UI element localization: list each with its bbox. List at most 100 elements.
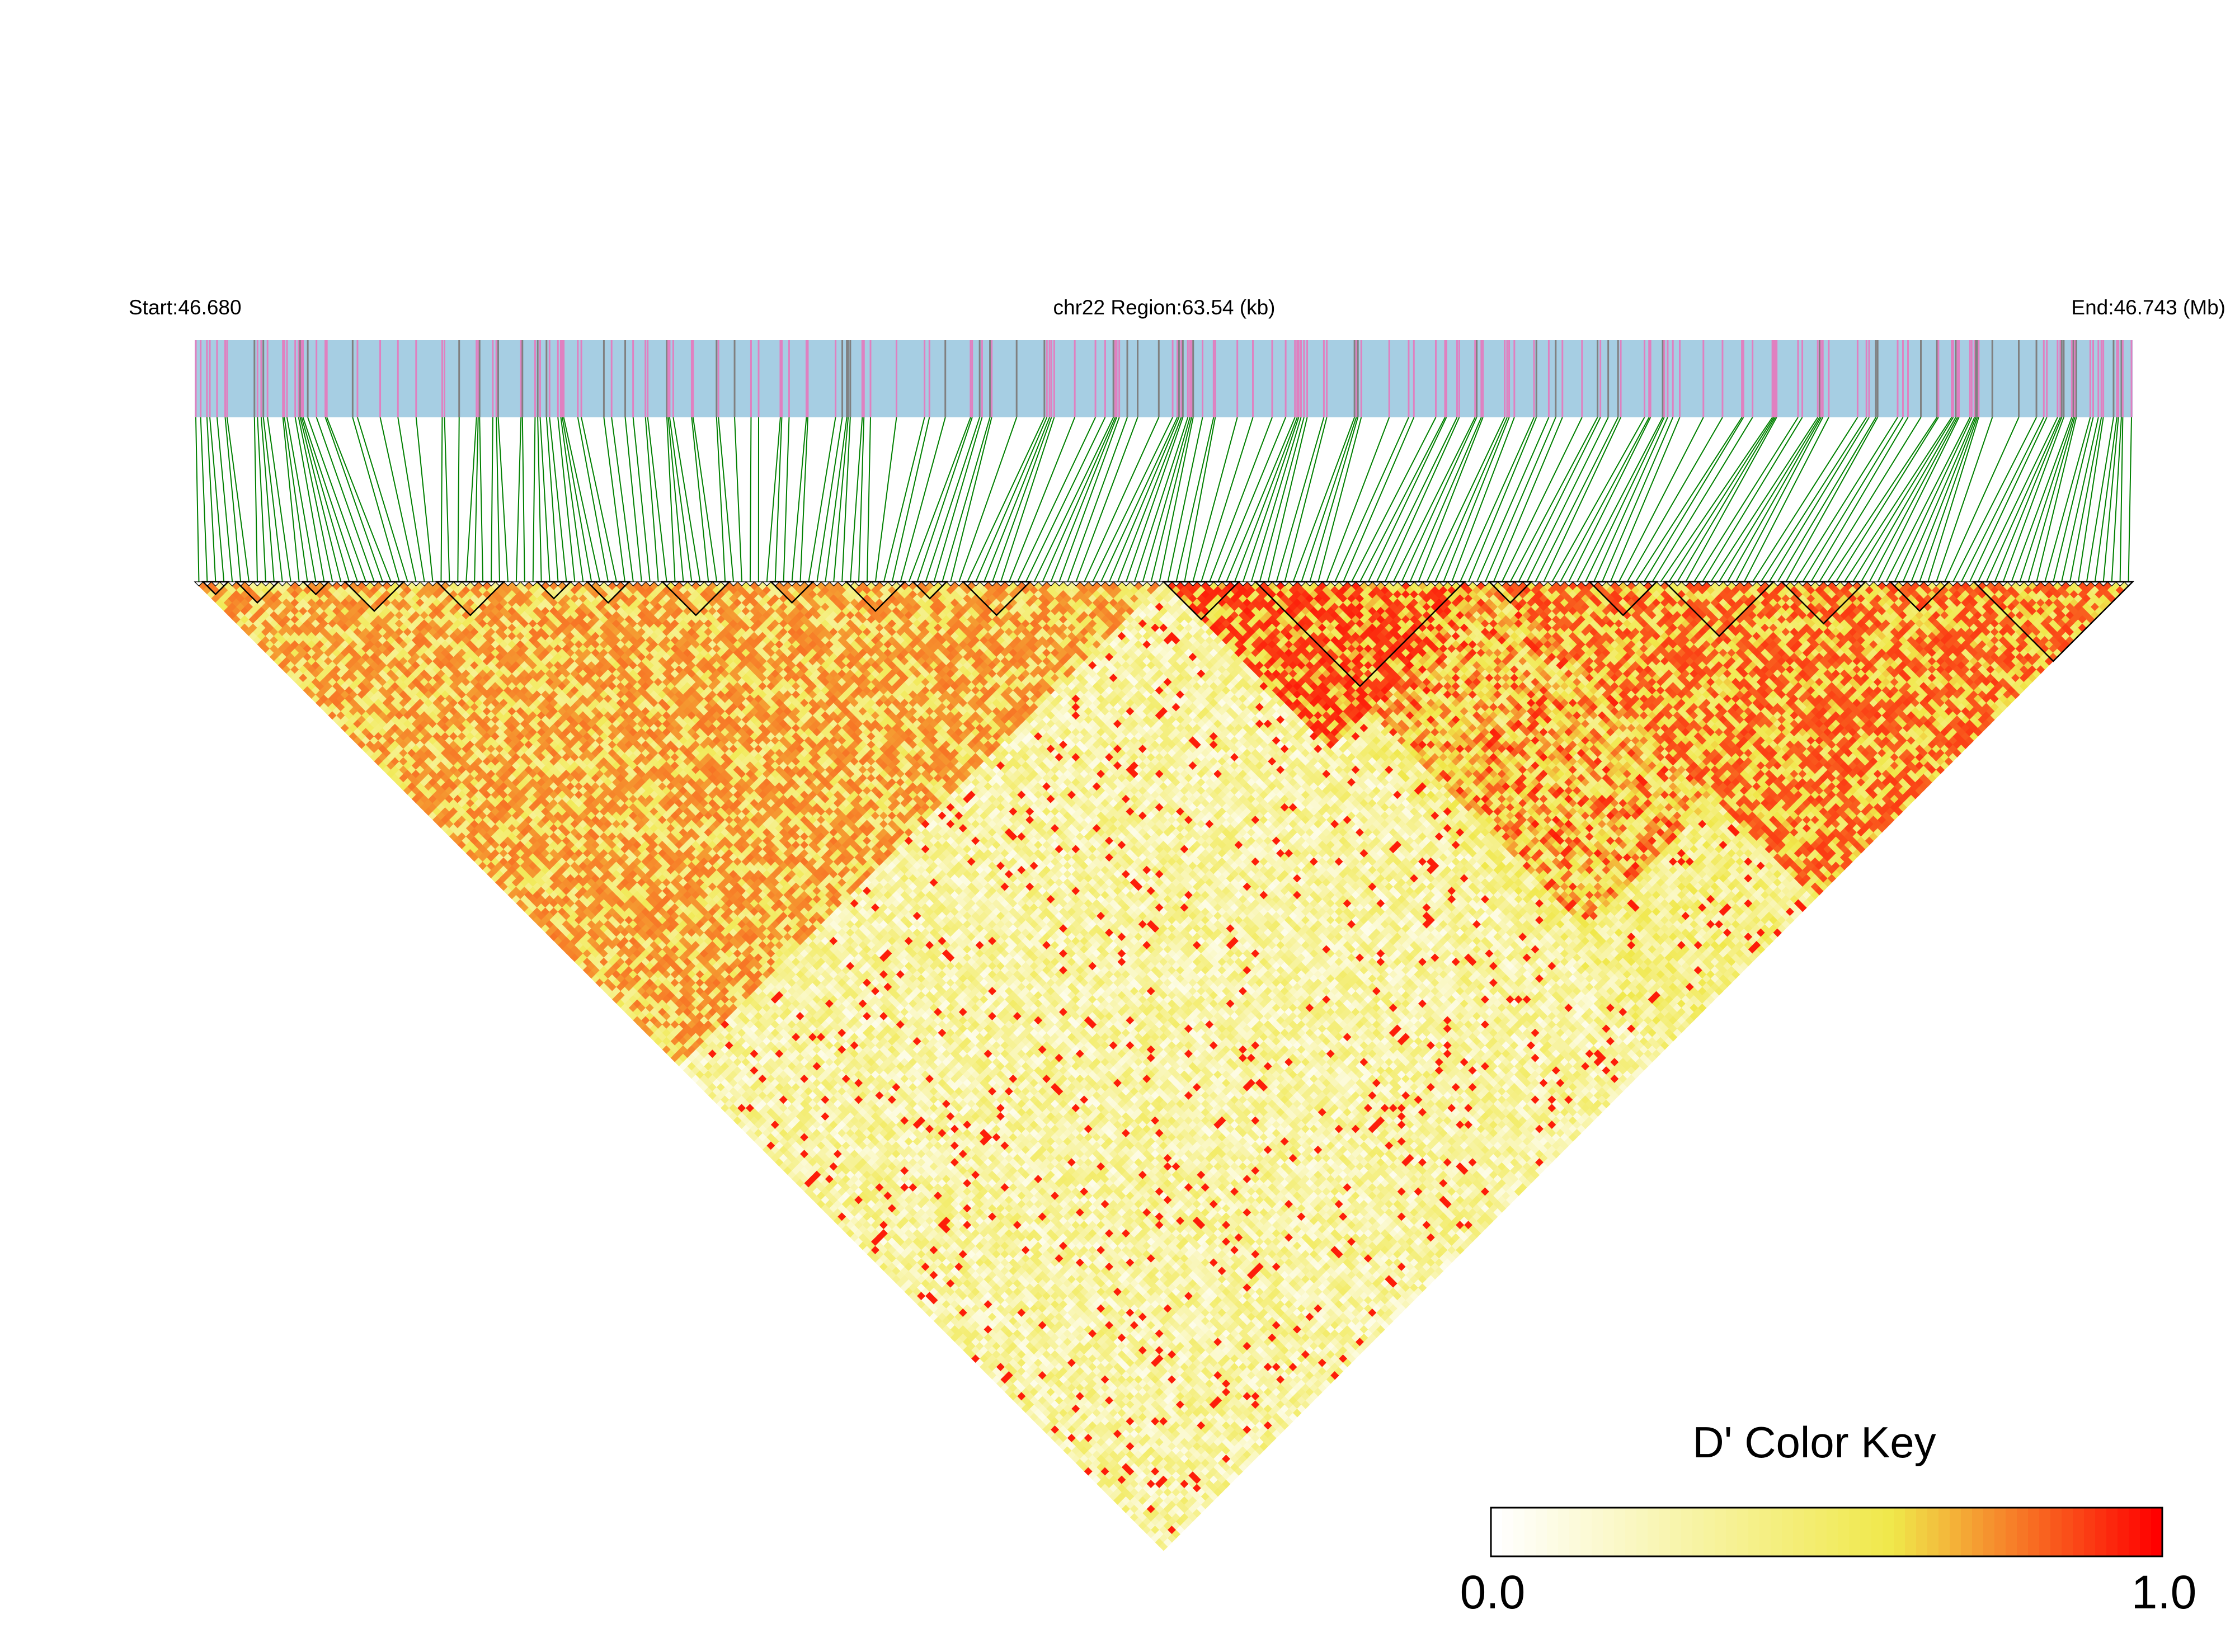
snp-connector bbox=[458, 417, 459, 582]
snp-connector bbox=[984, 417, 1050, 582]
snp-connector bbox=[1652, 417, 1752, 582]
snp-connector bbox=[1293, 417, 1354, 582]
snp-connector bbox=[648, 417, 667, 582]
snp-connector bbox=[1744, 417, 1829, 582]
end-label: End:46.743 (Mb) bbox=[2071, 296, 2225, 319]
snp-connector bbox=[1728, 417, 1821, 582]
snp-connector bbox=[1285, 417, 1327, 582]
snp-connector bbox=[352, 417, 399, 582]
snp-connector bbox=[1535, 417, 1618, 582]
snp-connector bbox=[1201, 417, 1253, 582]
snp-connector bbox=[850, 417, 862, 582]
snp-connector bbox=[207, 417, 215, 582]
snp-connector bbox=[1602, 417, 1673, 582]
snp-connector bbox=[1352, 417, 1436, 582]
snp-connector bbox=[808, 417, 835, 582]
snp-connector bbox=[1961, 417, 2044, 582]
snp-connector bbox=[1176, 417, 1213, 582]
snp-connector bbox=[196, 417, 199, 582]
snp-connector bbox=[1619, 417, 1704, 582]
snp-connector bbox=[1418, 417, 1483, 582]
snp-connector bbox=[255, 417, 257, 582]
snp-connector bbox=[1210, 417, 1272, 582]
snp-connector bbox=[1811, 417, 1908, 582]
snp-connector bbox=[416, 417, 433, 582]
snp-connector bbox=[1084, 417, 1159, 582]
snp-connector bbox=[498, 417, 508, 582]
snp-connector bbox=[444, 417, 449, 582]
snp-connector bbox=[1126, 417, 1183, 582]
snp-connector bbox=[1335, 417, 1409, 582]
snp-connector bbox=[901, 417, 945, 582]
snp-connector bbox=[892, 417, 930, 582]
snp-connector bbox=[578, 417, 608, 582]
snp-connector bbox=[934, 417, 982, 582]
snp-connector bbox=[201, 417, 208, 582]
snp-connector bbox=[1059, 417, 1119, 582]
snp-connector bbox=[1694, 417, 1798, 582]
snp-connector bbox=[300, 417, 341, 582]
snp-connector bbox=[735, 417, 742, 582]
snp-connector bbox=[876, 417, 897, 582]
snp-connector bbox=[261, 417, 274, 582]
snp-connector bbox=[1527, 417, 1608, 582]
snp-connector bbox=[1502, 417, 1582, 582]
snp-connector bbox=[1301, 417, 1356, 582]
snp-connector bbox=[2036, 417, 2076, 582]
snp-connector bbox=[1611, 417, 1680, 582]
snp-connector bbox=[1067, 417, 1127, 582]
snp-connector bbox=[992, 417, 1052, 582]
snp-connector bbox=[1452, 417, 1514, 582]
snp-connector bbox=[1477, 417, 1549, 582]
snp-connector bbox=[691, 417, 708, 582]
snp-connector-lines bbox=[196, 417, 2132, 582]
snp-connector bbox=[210, 417, 224, 582]
snp-connector bbox=[959, 417, 1017, 582]
snp-connector bbox=[673, 417, 700, 582]
snp-connector bbox=[967, 417, 1044, 582]
snp-connector bbox=[1786, 417, 1878, 582]
snp-connector bbox=[1251, 417, 1301, 582]
snp-connector bbox=[533, 417, 535, 582]
snp-connector bbox=[867, 417, 871, 582]
snp-connector bbox=[1385, 417, 1460, 582]
snp-connector bbox=[1644, 417, 1744, 582]
snp-connector bbox=[1702, 417, 1803, 582]
snp-connector bbox=[2053, 417, 2093, 582]
snp-connector bbox=[1343, 417, 1414, 582]
snp-connector bbox=[523, 417, 525, 582]
snp-connector bbox=[1360, 417, 1445, 582]
snp-connector bbox=[693, 417, 717, 582]
snp-connector bbox=[942, 417, 990, 582]
snp-connector bbox=[295, 417, 324, 582]
snp-connector bbox=[1577, 417, 1663, 582]
snp-connector bbox=[1686, 417, 1776, 582]
snp-connector bbox=[750, 417, 751, 582]
snp-connector bbox=[1761, 417, 1867, 582]
snp-connector bbox=[2012, 417, 2072, 582]
snp-connector bbox=[1318, 417, 1361, 582]
region-label: chr22 Region:63.54 (kb) bbox=[1053, 296, 1276, 319]
snp-connector bbox=[784, 417, 789, 582]
snp-connector bbox=[859, 417, 864, 582]
snp-connector bbox=[625, 417, 642, 582]
snp-connector bbox=[1226, 417, 1295, 582]
snp-connector bbox=[1519, 417, 1601, 582]
snp-connector bbox=[257, 417, 266, 582]
gene-track bbox=[195, 340, 2133, 417]
snp-connector bbox=[326, 417, 383, 582]
snp-connector bbox=[479, 417, 483, 582]
snp-connector bbox=[357, 417, 408, 582]
snp-connector bbox=[817, 417, 842, 582]
snp-connector bbox=[2129, 417, 2132, 582]
snp-connector bbox=[917, 417, 972, 582]
snp-connector bbox=[976, 417, 1047, 582]
snp-connector bbox=[1660, 417, 1772, 582]
snp-connector bbox=[1878, 417, 1959, 582]
snp-connector bbox=[2003, 417, 2064, 582]
snp-connector bbox=[1160, 417, 1193, 582]
start-label: Start:46.680 bbox=[129, 296, 242, 319]
snp-connector bbox=[491, 417, 493, 582]
snp-connector bbox=[1109, 417, 1179, 582]
